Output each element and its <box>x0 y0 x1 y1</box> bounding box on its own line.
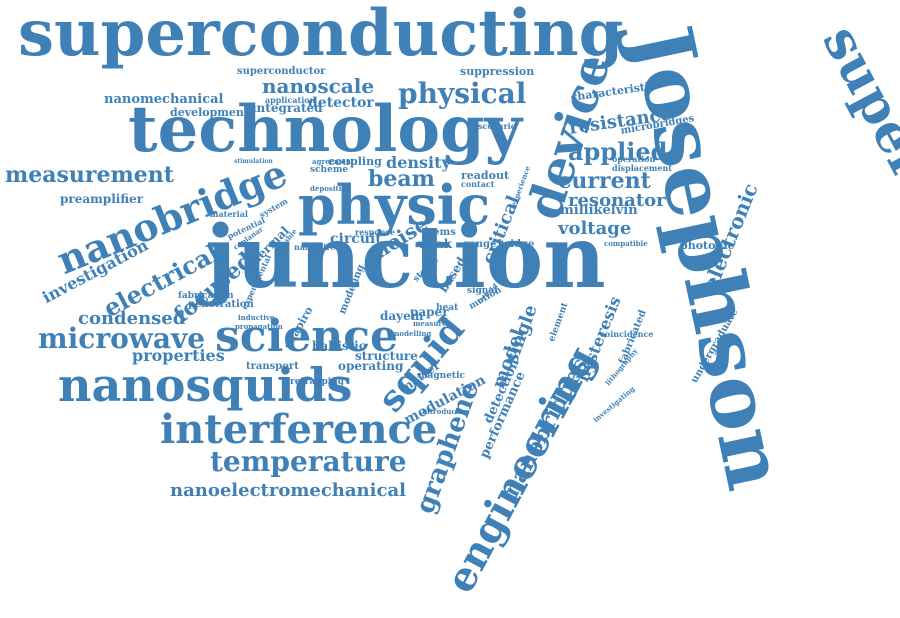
word-stimulation: stimulation <box>234 158 273 165</box>
word-readout: readout <box>461 169 510 182</box>
word-scenario: scenario <box>478 121 517 131</box>
word-circuit: circuit <box>330 231 382 247</box>
word-nanoscale: nanoscale <box>262 74 375 98</box>
word-technology: technology <box>128 92 522 167</box>
word-penetration: penetration <box>188 299 254 310</box>
word-development: development <box>170 106 250 119</box>
word-density: density <box>386 153 451 172</box>
word-introducing: introducing <box>422 407 469 416</box>
word-heat: heat <box>436 303 459 313</box>
word-response: response <box>355 227 396 237</box>
word-coincidence: coincidence <box>600 329 654 339</box>
word-range: range <box>464 239 497 250</box>
word-inductive: inductive <box>238 313 275 322</box>
word-deposition: deposition <box>310 184 352 193</box>
word-ballistic: ballistic <box>312 339 367 353</box>
word-superconductor: superconductor <box>237 66 326 77</box>
word-nanoelectromechanical: nanoelectromechanical <box>170 480 406 501</box>
word-voltage: voltage <box>558 218 632 239</box>
word-bridge: bridge <box>498 239 535 250</box>
word-transport: transport <box>246 361 299 372</box>
word-contact: contact <box>461 179 495 189</box>
word-detector: detector <box>308 95 374 111</box>
word-application: application <box>265 95 316 105</box>
word-physic: physic <box>298 173 491 237</box>
word-nanomechanical: nanomechanical <box>104 92 224 107</box>
word-nems: nems <box>426 227 456 238</box>
word-superconductivity: superconductivity <box>810 15 900 506</box>
word-superconducting: superconducting <box>18 0 624 71</box>
word-agreement: agreement <box>312 157 355 166</box>
word-modelling: modelling <box>392 329 432 338</box>
word-temperature: temperature <box>210 445 407 478</box>
word-interference: interference <box>160 406 438 453</box>
word-millikelvin: millikelvin <box>560 203 638 218</box>
word-beam: beam <box>368 166 435 192</box>
word-retrapping: retrapping <box>290 377 345 387</box>
word-measure: measure <box>413 319 447 328</box>
word-microwave: microwave <box>38 322 206 355</box>
word-resonator: resonator <box>568 190 666 211</box>
word-nanowire: nanowire <box>294 242 336 252</box>
word-current: current <box>558 168 651 194</box>
word-paper: paper <box>410 305 449 319</box>
word-photonic: photonic <box>680 239 735 252</box>
word-operation: operation <box>612 154 656 164</box>
word-coupling: coupling <box>328 155 382 168</box>
word-investigating: investigating <box>591 384 637 425</box>
word-fabrication: fabrication <box>178 291 234 301</box>
word-preamplifier: preamplifier <box>60 192 144 206</box>
word-properties: properties <box>132 346 225 365</box>
word-measurement: measurement <box>5 162 174 188</box>
word-applied: applied <box>568 137 668 166</box>
word-compatible: compatible <box>604 239 648 248</box>
word-structure: structure <box>355 349 418 363</box>
word-weak: weak <box>418 237 453 251</box>
word-dayem: dayem <box>380 309 424 323</box>
word-junction: junction <box>205 207 606 308</box>
word-operating: operating <box>338 359 404 373</box>
word-science: science <box>215 311 399 362</box>
word-integrated: integrated <box>252 101 323 115</box>
word-magnetic: magnetic <box>418 371 465 381</box>
word-propagation: propagation <box>235 322 283 331</box>
word-displacement: displacement <box>612 163 672 173</box>
word-condensed: condensed <box>78 308 186 329</box>
word-physical: physical <box>398 77 527 110</box>
word-scheme: scheme <box>310 165 349 175</box>
word-material: material <box>210 209 248 219</box>
word-nanosquids: nanosquids <box>58 358 353 412</box>
word-suppression: suppression <box>460 65 535 78</box>
word-signal: signal <box>467 286 498 296</box>
